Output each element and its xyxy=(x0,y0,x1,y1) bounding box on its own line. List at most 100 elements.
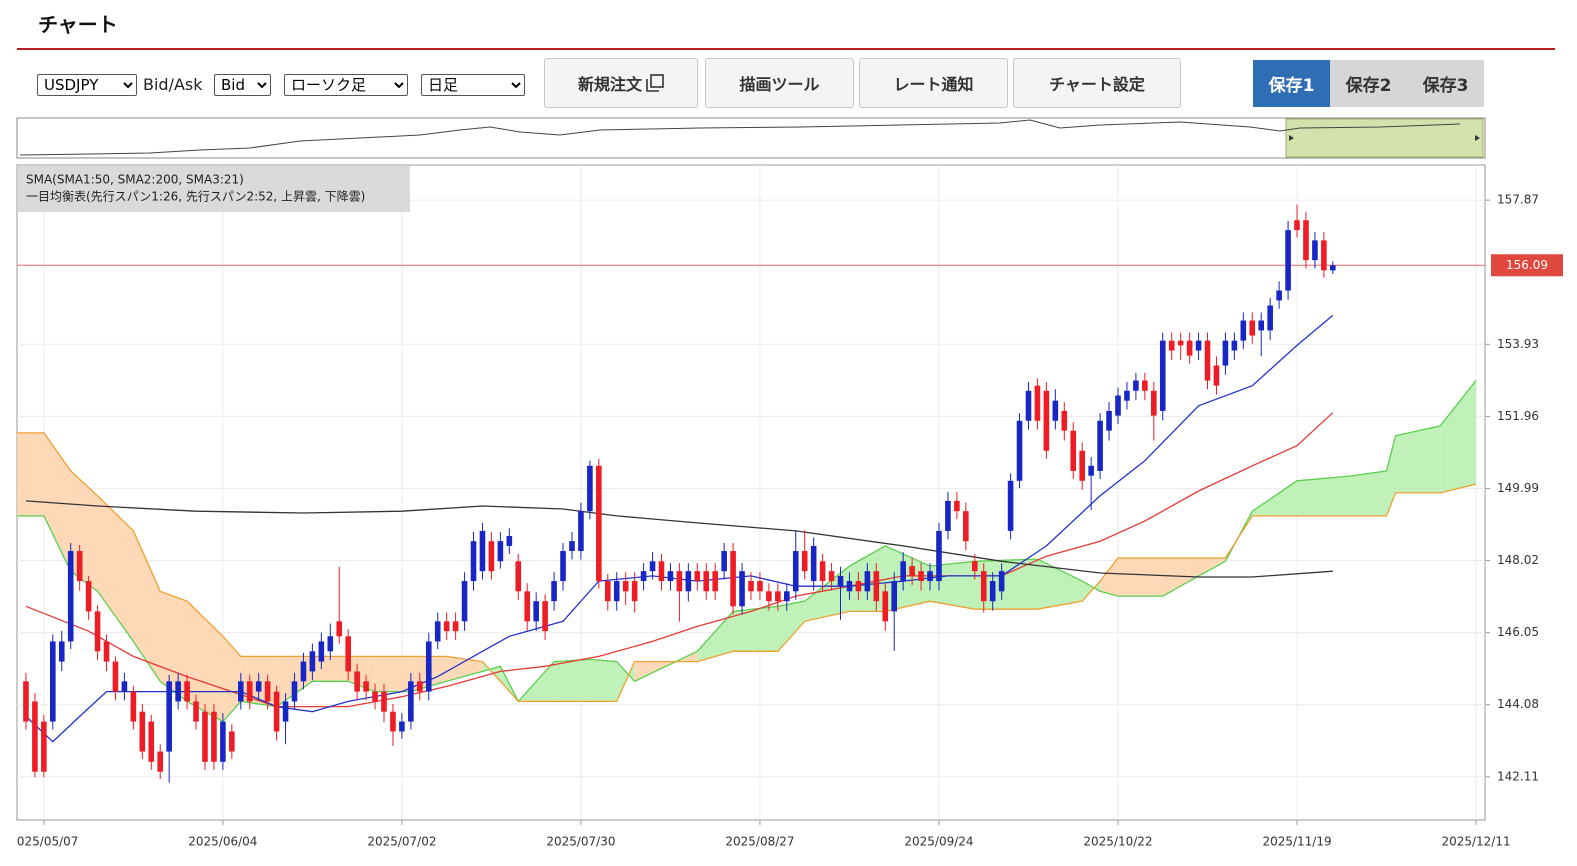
candle-body xyxy=(587,465,593,512)
x-tick-label: 2025/07/30 xyxy=(546,835,615,849)
candle-body xyxy=(730,551,736,607)
candle-body xyxy=(497,541,504,562)
style-select[interactable]: ローソク足 xyxy=(284,74,408,96)
candle-body xyxy=(23,681,29,722)
navigator-line xyxy=(19,119,1461,156)
side-select[interactable]: Bid xyxy=(214,74,271,96)
candle-body xyxy=(372,691,378,702)
candle-body xyxy=(891,581,898,612)
candle-body xyxy=(792,551,799,592)
candle-body xyxy=(685,571,692,592)
candle-body xyxy=(58,641,65,662)
candle-body xyxy=(837,575,844,587)
candle-body xyxy=(766,591,772,602)
symbol-select[interactable]: USDJPY xyxy=(37,74,137,96)
candle-body xyxy=(963,511,969,542)
navigator[interactable] xyxy=(16,117,1486,159)
candle-body xyxy=(1079,450,1085,481)
candle-body xyxy=(1303,220,1309,261)
candle-body xyxy=(452,621,459,632)
y-tick-label: 151.96 xyxy=(1497,409,1539,423)
cloud-segment xyxy=(133,530,161,682)
cloud-segment xyxy=(222,636,241,722)
cloud-segment xyxy=(589,659,617,702)
plot-area xyxy=(16,164,1486,821)
candle-body xyxy=(649,561,656,572)
bid-ask-label: Bid/Ask xyxy=(143,75,203,94)
candle-body xyxy=(273,691,280,732)
candle-body xyxy=(1043,390,1050,451)
legend-text: 一目均衡表(先行スパン1:26, 先行スパン2:52, 上昇雲, 下降雲) xyxy=(26,190,365,204)
x-tick-label: 2025/09/24 xyxy=(904,835,973,849)
candle-body xyxy=(363,681,369,692)
y-tick-label: 157.87 xyxy=(1497,193,1539,207)
candle-body xyxy=(470,541,477,582)
y-tick-label: 146.05 xyxy=(1497,625,1539,639)
candle-body xyxy=(112,661,119,692)
candle-body xyxy=(408,681,414,722)
candle-body xyxy=(524,591,531,622)
navigator-window[interactable] xyxy=(1285,118,1484,158)
candle-body xyxy=(1025,390,1032,421)
candle-body xyxy=(658,561,665,582)
candle-body xyxy=(264,681,271,702)
candle-body xyxy=(345,636,351,672)
new-order-button[interactable]: 新規注文 xyxy=(544,58,698,108)
button-label: チャート設定 xyxy=(1049,75,1145,94)
candle-body xyxy=(211,711,217,762)
candle-body xyxy=(166,681,172,752)
candle-body xyxy=(1330,265,1336,271)
candle-body xyxy=(810,545,817,582)
candle-body xyxy=(1294,220,1300,231)
cloud-segment xyxy=(1252,480,1298,516)
cloud-segment xyxy=(1100,558,1118,597)
candle-body xyxy=(67,551,74,642)
cloud-segment xyxy=(500,666,519,702)
rate-alert-button[interactable]: レート通知 xyxy=(859,58,1008,108)
cloud-segment xyxy=(375,656,411,692)
candle-body xyxy=(1142,380,1148,391)
candle-body xyxy=(318,641,325,662)
candle-body xyxy=(739,571,745,607)
candle-body xyxy=(1177,340,1184,346)
candle-body xyxy=(103,641,110,662)
candle-body xyxy=(425,641,432,692)
candle-body xyxy=(175,681,181,702)
y-tick-label: 149.99 xyxy=(1497,481,1539,495)
candle-body xyxy=(202,711,208,762)
candle-body xyxy=(560,551,566,582)
candle-body xyxy=(1133,380,1139,391)
candle-body xyxy=(757,581,763,592)
draw-tool-button[interactable]: 描画ツール xyxy=(705,58,854,108)
cloud-segment xyxy=(1162,558,1199,597)
x-tick-label: 2025/11/19 xyxy=(1262,835,1331,849)
cloud-segment xyxy=(733,606,778,652)
cloud-segment xyxy=(482,661,501,682)
candle-body xyxy=(354,671,360,692)
candle-body xyxy=(41,721,47,772)
candle-body xyxy=(76,551,83,582)
chart-settings-button[interactable]: チャート設定 xyxy=(1013,58,1181,108)
candle-body xyxy=(255,681,262,692)
period-select[interactable]: 日足 xyxy=(421,74,525,96)
candle-body xyxy=(1106,410,1112,431)
save-tab[interactable]: 保存1 xyxy=(1253,60,1330,107)
candle-body xyxy=(828,571,835,582)
candle-body xyxy=(784,591,790,602)
candle-body xyxy=(461,581,468,622)
candle-body xyxy=(954,500,960,512)
candle-body xyxy=(900,561,906,582)
save-tab[interactable]: 保存3 xyxy=(1407,60,1484,107)
legend-box xyxy=(18,166,410,212)
candle-body xyxy=(1070,430,1077,471)
candle-body xyxy=(1213,365,1220,386)
candle-body xyxy=(1321,240,1327,271)
candle-body xyxy=(399,721,405,732)
cloud-segment xyxy=(1198,558,1226,576)
save-tab[interactable]: 保存2 xyxy=(1330,60,1407,107)
candle-body xyxy=(1052,400,1059,421)
candle-body xyxy=(139,711,146,752)
candle-body xyxy=(157,751,164,772)
candle-body xyxy=(1249,320,1256,336)
